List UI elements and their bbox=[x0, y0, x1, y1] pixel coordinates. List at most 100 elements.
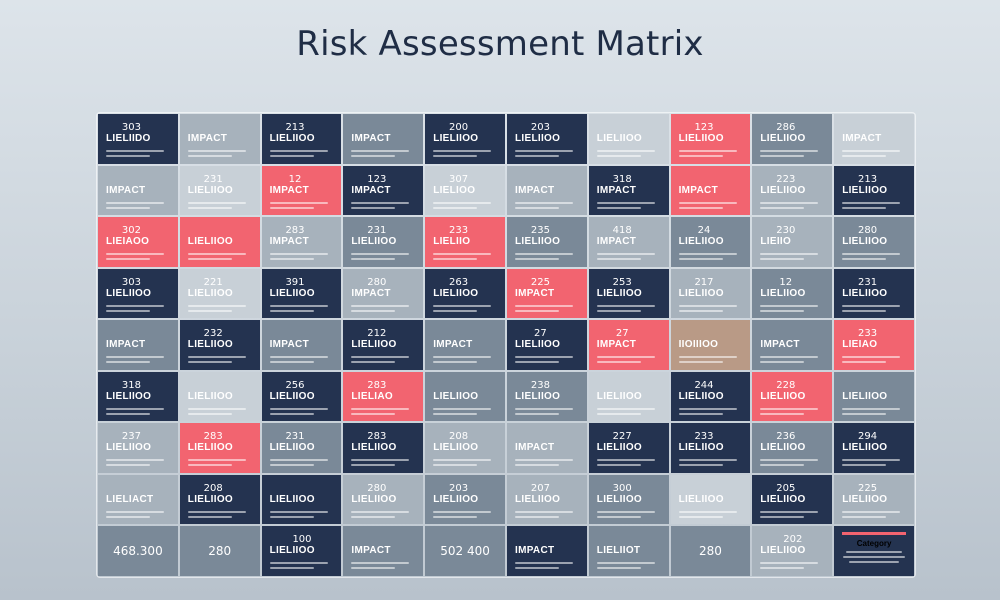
matrix-cell[interactable]: IMPACT bbox=[425, 320, 505, 370]
matrix-cell[interactable]: LIELIIOO bbox=[179, 371, 260, 422]
summary-value-cell[interactable]: 468.300 bbox=[98, 526, 178, 576]
matrix-cell[interactable]: 100 LIELIIOO bbox=[261, 526, 342, 576]
matrix-cell[interactable]: 202 LIELIIOO bbox=[752, 526, 833, 576]
summary-value-cell[interactable]: 280 bbox=[179, 526, 260, 576]
matrix-cell[interactable]: 233 LIEIAO bbox=[834, 320, 914, 370]
summary-value-cell[interactable]: 280 bbox=[670, 526, 751, 576]
matrix-cell[interactable]: 27 IMPACT bbox=[588, 320, 669, 370]
matrix-cell[interactable]: 307 LIELIOO bbox=[425, 165, 505, 216]
matrix-cell[interactable]: 283 LIELIIOO bbox=[179, 423, 260, 473]
matrix-cell[interactable]: 230 LIEIIO bbox=[752, 217, 833, 267]
matrix-cell[interactable]: LIELIIOO bbox=[834, 371, 914, 422]
matrix-cell[interactable]: 12 LIELIIOO bbox=[752, 268, 833, 319]
matrix-cell[interactable]: 231 LIELIIOO bbox=[834, 268, 914, 319]
matrix-cell[interactable]: 418 IMPACT bbox=[588, 217, 669, 267]
matrix-cell[interactable]: 212 LIELIIOO bbox=[343, 320, 424, 370]
matrix-cell[interactable]: 303 LIELIIOO bbox=[98, 268, 178, 319]
matrix-cell[interactable]: IMPACT bbox=[507, 526, 587, 576]
matrix-cell[interactable]: LIELIIOO bbox=[588, 114, 669, 164]
cell-description-lines bbox=[106, 407, 171, 415]
matrix-cell[interactable]: 256 LIELIIOO bbox=[261, 371, 342, 422]
matrix-cell[interactable]: 300 LIELIIOO bbox=[588, 474, 669, 525]
matrix-cell[interactable]: IMPACT bbox=[179, 114, 260, 164]
matrix-cell[interactable]: 236 LIELIIOO bbox=[752, 423, 833, 473]
matrix-cell[interactable]: 205 LIELIIOO bbox=[752, 474, 833, 525]
matrix-cell[interactable]: 217 LIELIIOO bbox=[670, 268, 751, 319]
matrix-cell[interactable]: 203 LIELIIOO bbox=[507, 114, 587, 164]
matrix-cell[interactable]: 227 LIELIIOO bbox=[588, 423, 669, 473]
cell-score: 200 bbox=[449, 122, 469, 133]
cell-label: LIELIIOO bbox=[678, 236, 724, 248]
matrix-cell[interactable]: IMPACT bbox=[507, 165, 587, 216]
matrix-cell[interactable]: 203 LIELIIOO bbox=[425, 474, 505, 525]
matrix-cell[interactable]: 223 LIELIIOO bbox=[752, 165, 833, 216]
matrix-cell[interactable]: 318 IMPACT bbox=[588, 165, 669, 216]
category-legend-cell[interactable]: Category bbox=[834, 526, 914, 576]
matrix-cell[interactable]: IMPACT bbox=[507, 423, 587, 473]
cell-label: LIELIIOO bbox=[842, 184, 888, 196]
matrix-cell[interactable]: 235 LIELIIOO bbox=[507, 217, 587, 267]
matrix-cell[interactable]: IIOIIIOO bbox=[670, 320, 751, 370]
matrix-cell[interactable]: LIELIIOO bbox=[425, 371, 505, 422]
matrix-cell[interactable]: LIELIIOO bbox=[588, 371, 669, 422]
matrix-cell[interactable]: 244 LIELIIOO bbox=[670, 371, 751, 422]
matrix-cell[interactable]: IMPACT bbox=[98, 165, 178, 216]
matrix-cell[interactable]: 221 LIELIIOO bbox=[179, 268, 260, 319]
matrix-cell[interactable]: 280 LIELIIOO bbox=[834, 217, 914, 267]
matrix-cell[interactable]: 253 LIELIIOO bbox=[588, 268, 669, 319]
matrix-cell[interactable]: 213 LIELIIOO bbox=[261, 114, 342, 164]
matrix-cell[interactable]: 303 LIELIIDO bbox=[98, 114, 178, 164]
matrix-cell[interactable]: IMPACT bbox=[670, 165, 751, 216]
matrix-cell[interactable]: LIELIIOO bbox=[179, 217, 260, 267]
matrix-cell[interactable]: 225 IMPACT bbox=[507, 268, 587, 319]
summary-value-cell[interactable]: 502 400 bbox=[425, 526, 505, 576]
matrix-cell[interactable]: 237 LIELIIOO bbox=[98, 423, 178, 473]
matrix-cell[interactable]: 280 LIELIIOO bbox=[343, 474, 424, 525]
cell-label: IMPACT bbox=[187, 133, 228, 144]
matrix-cell[interactable]: 238 LIELIIOO bbox=[507, 371, 587, 422]
matrix-cell[interactable]: 231 LIELIIOO bbox=[343, 217, 424, 267]
matrix-cell[interactable]: IMPACT bbox=[343, 114, 424, 164]
matrix-cell[interactable]: 233 LIELIIO bbox=[425, 217, 505, 267]
matrix-cell[interactable]: IMPACT bbox=[752, 320, 833, 370]
matrix-cell[interactable]: 318 LIELIIOO bbox=[98, 371, 178, 422]
matrix-cell[interactable]: 213 LIELIIOO bbox=[834, 165, 914, 216]
matrix-cell[interactable]: 263 LIELIIOO bbox=[425, 268, 505, 319]
matrix-cell[interactable]: 123 LIELIIOO bbox=[670, 114, 751, 164]
matrix-cell[interactable]: 283 LIELIAO bbox=[343, 371, 424, 422]
matrix-cell[interactable]: 231 LIELIIOO bbox=[179, 165, 260, 216]
matrix-cell[interactable]: LIELIIOT bbox=[588, 526, 669, 576]
matrix-cell[interactable]: LIELIIOO bbox=[261, 474, 342, 525]
matrix-cell[interactable]: 231 LIELIIOO bbox=[261, 423, 342, 473]
matrix-cell[interactable]: IMPACT bbox=[343, 526, 424, 576]
matrix-cell[interactable]: LIELIACT bbox=[98, 474, 178, 525]
cell-label: IMPACT bbox=[596, 236, 637, 248]
matrix-cell[interactable]: 283 IMPACT bbox=[261, 217, 342, 267]
matrix-cell[interactable]: 294 LIELIIOO bbox=[834, 423, 914, 473]
matrix-cell[interactable]: 232 LIELIIOO bbox=[179, 320, 260, 370]
matrix-cell[interactable]: 286 LIELIIOO bbox=[752, 114, 833, 164]
matrix-cell[interactable]: 233 LIELIIOO bbox=[670, 423, 751, 473]
matrix-cell[interactable]: 302 LIEIAOO bbox=[98, 217, 178, 267]
matrix-cell[interactable]: 391 LIELIIOO bbox=[261, 268, 342, 319]
cell-description-lines bbox=[760, 201, 825, 209]
matrix-cell[interactable]: 225 LIELIIOO bbox=[834, 474, 914, 525]
summary-value: 280 bbox=[699, 544, 722, 559]
matrix-cell[interactable]: 24 LIELIIOO bbox=[670, 217, 751, 267]
matrix-cell[interactable]: LIELIIOO bbox=[670, 474, 751, 525]
matrix-cell[interactable]: 208 LIELIIOO bbox=[179, 474, 260, 525]
matrix-cell[interactable]: 27 LIELIIOO bbox=[507, 320, 587, 370]
matrix-cell[interactable]: IMPACT bbox=[834, 114, 914, 164]
matrix-cell[interactable]: 208 LIELIIOO bbox=[425, 423, 505, 473]
matrix-cell[interactable]: 12 IMPACT bbox=[261, 165, 342, 216]
matrix-cell[interactable]: IMPACT bbox=[261, 320, 342, 370]
matrix-cell[interactable]: IMPACT bbox=[98, 320, 178, 370]
matrix-cell[interactable]: 207 LIELIIOO bbox=[507, 474, 587, 525]
matrix-cell[interactable]: 123 IMPACT bbox=[343, 165, 424, 216]
cell-label: LIELIIOO bbox=[678, 133, 724, 144]
matrix-cell[interactable]: 200 LIELIIOO bbox=[425, 114, 505, 164]
matrix-cell[interactable]: 228 LIELIIOO bbox=[752, 371, 833, 422]
matrix-cell[interactable]: 280 IMPACT bbox=[343, 268, 424, 319]
cell-score: 280 bbox=[858, 225, 878, 237]
matrix-cell[interactable]: 283 LIELIIOO bbox=[343, 423, 424, 473]
